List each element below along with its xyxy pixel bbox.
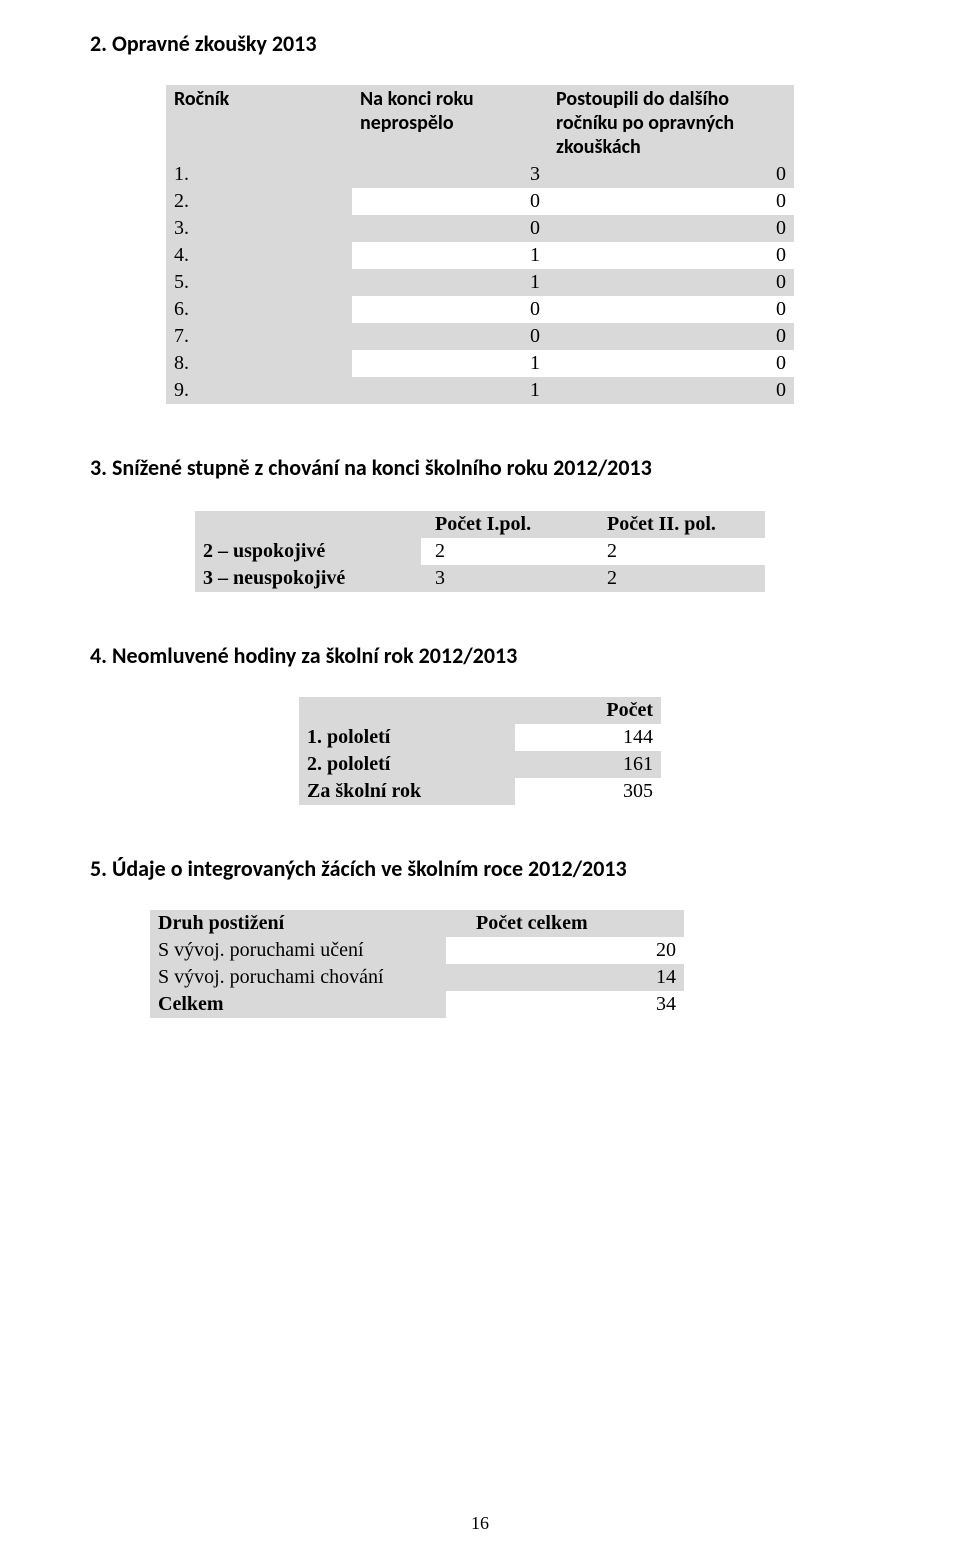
- t1-a: 0: [352, 215, 548, 242]
- t1-a: 1: [352, 377, 548, 404]
- table-opravne-zkousky: Ročník Na konci roku neprospělo Postoupi…: [166, 85, 794, 404]
- t1-a: 0: [352, 296, 548, 323]
- t4-row-val: 14: [446, 964, 684, 991]
- t1-r: 6.: [166, 296, 352, 323]
- t1-r: 1.: [166, 161, 352, 188]
- t1-a: 3: [352, 161, 548, 188]
- t1-header-postoupili: Postoupili do dalšího ročníku po opravný…: [548, 85, 794, 161]
- t1-r: 9.: [166, 377, 352, 404]
- t3-row-label: 1. pololetí: [299, 724, 515, 751]
- t3-row-val: 144: [515, 724, 661, 751]
- t1-b: 0: [548, 296, 794, 323]
- t2-row-v1: 3: [421, 565, 593, 592]
- t2-row-v2: 2: [593, 565, 765, 592]
- t1-header-rocnik: Ročník: [166, 85, 352, 161]
- t1-b: 0: [548, 377, 794, 404]
- t1-header-neprospelo-text: Na konci roku neprospělo: [360, 87, 474, 135]
- t3-row-val: 305: [515, 778, 661, 805]
- t1-b: 0: [548, 215, 794, 242]
- t1-a: 0: [352, 323, 548, 350]
- t4-h0: Druh postižení: [150, 910, 446, 937]
- t3-empty-header: [299, 697, 515, 724]
- section-title-4: 5. Údaje o integrovaných žácích ve školn…: [90, 855, 870, 882]
- t2-row-label: 3 – neuspokojivé: [195, 565, 421, 592]
- t4-row-label: Celkem: [150, 991, 446, 1018]
- t3-header: Počet: [515, 697, 661, 724]
- t2-h2: Počet II. pol.: [593, 511, 765, 538]
- t1-b: 0: [548, 323, 794, 350]
- table-snizene-stupne: Počet I.pol. Počet II. pol. 2 – uspokoji…: [195, 511, 765, 592]
- table-integrovani-zaci: Druh postižení Počet celkem S vývoj. por…: [150, 910, 684, 1018]
- t1-b: 0: [548, 188, 794, 215]
- t3-row-label: 2. pololetí: [299, 751, 515, 778]
- t1-b: 0: [548, 161, 794, 188]
- t1-r: 4.: [166, 242, 352, 269]
- t3-row-label: Za školní rok: [299, 778, 515, 805]
- t1-header-neprospelo: Na konci roku neprospělo: [352, 85, 548, 161]
- t1-a: 0: [352, 188, 548, 215]
- t2-row-label: 2 – uspokojivé: [195, 538, 421, 565]
- t1-r: 5.: [166, 269, 352, 296]
- section-title-1: 2. Opravné zkoušky 2013: [90, 30, 870, 57]
- t1-a: 1: [352, 242, 548, 269]
- t4-row-label: S vývoj. poruchami učení: [150, 937, 446, 964]
- t2-row-v2: 2: [593, 538, 765, 565]
- t2-h1: Počet I.pol.: [421, 511, 593, 538]
- t2-row-v1: 2: [421, 538, 593, 565]
- t2-h0: [195, 511, 421, 538]
- t1-r: 2.: [166, 188, 352, 215]
- t1-b: 0: [548, 242, 794, 269]
- table-neomluvene-hodiny: Počet 1. pololetí 144 2. pololetí 161 Za…: [299, 697, 661, 805]
- page-number: 16: [0, 1513, 960, 1534]
- t1-a: 1: [352, 350, 548, 377]
- t4-h1: Počet celkem: [446, 910, 684, 937]
- t4-row-val: 20: [446, 937, 684, 964]
- section-title-2: 3. Snížené stupně z chování na konci ško…: [90, 454, 870, 481]
- t1-r: 7.: [166, 323, 352, 350]
- t1-r: 3.: [166, 215, 352, 242]
- t1-header-postoupili-text: Postoupili do dalšího ročníku po opravný…: [556, 87, 734, 159]
- t1-a: 1: [352, 269, 548, 296]
- section-title-3: 4. Neomluvené hodiny za školní rok 2012/…: [90, 642, 870, 669]
- t4-row-val: 34: [446, 991, 684, 1018]
- t1-b: 0: [548, 350, 794, 377]
- t1-b: 0: [548, 269, 794, 296]
- t4-row-label: S vývoj. poruchami chování: [150, 964, 446, 991]
- t1-r: 8.: [166, 350, 352, 377]
- t3-row-val: 161: [515, 751, 661, 778]
